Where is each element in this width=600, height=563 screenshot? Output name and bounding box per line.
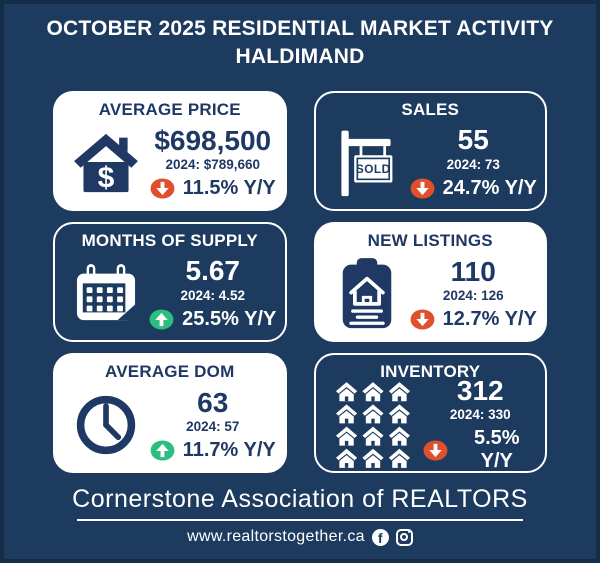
card-sales: SALES SOLD 55 2024: 73 [313, 91, 547, 211]
sold-sign-icon: SOLD [323, 127, 409, 198]
header: OCTOBER 2025 RESIDENTIAL MARKET ACTIVITY… [4, 4, 596, 71]
metric-change: 5.5% Y/Y [473, 427, 520, 473]
down-arrow-icon [410, 309, 435, 330]
card-average-dom: AVERAGE DOM 63 2024: 57 11.7% Y/Y [53, 353, 287, 473]
svg-text:$: $ [98, 161, 115, 194]
metric-value: 63 [197, 386, 229, 418]
metric-cards-grid: AVERAGE PRICE $ $698,500 2024: $789,660 … [53, 91, 547, 473]
page-subtitle: HALDIMAND [235, 45, 365, 68]
metric-change: 24.7% Y/Y [442, 176, 537, 199]
down-arrow-icon [423, 440, 448, 461]
up-arrow-icon [149, 309, 174, 330]
houses-grid-icon [323, 381, 423, 468]
card-title: AVERAGE PRICE [98, 100, 241, 119]
card-title: AVERAGE DOM [105, 362, 235, 381]
organization-name: Cornerstone Association of REALTORS [72, 485, 528, 513]
metric-prior-year: 2024: 4.52 [180, 287, 246, 303]
card-inventory: INVENTORY 3 [313, 353, 547, 473]
up-arrow-icon [150, 440, 175, 461]
calendar-icon [63, 263, 149, 324]
metric-value: 312 [456, 374, 504, 406]
card-title: MONTHS OF SUPPLY [81, 230, 258, 250]
clock-icon [63, 393, 149, 457]
card-average-price: AVERAGE PRICE $ $698,500 2024: $789,660 … [53, 91, 287, 211]
metric-change: 11.5% Y/Y [182, 177, 276, 200]
card-title: NEW LISTINGS [367, 231, 493, 250]
down-arrow-icon [410, 178, 435, 199]
down-arrow-icon [150, 178, 175, 199]
metric-value: 5.67 [185, 255, 241, 287]
card-months-of-supply: MONTHS OF SUPPLY [53, 222, 287, 342]
card-new-listings: NEW LISTINGS 110 2024: 126 [313, 222, 547, 342]
metric-value: 110 [450, 255, 496, 287]
card-title: SALES [401, 99, 460, 119]
metric-prior-year: 2024: 57 [186, 419, 240, 435]
instagram-icon [395, 528, 413, 546]
svg-text:SOLD: SOLD [356, 162, 391, 176]
metric-value: 55 [457, 124, 489, 156]
website-url: www.realtorstogether.ca [187, 528, 365, 545]
metric-value: $698,500 [154, 124, 272, 156]
metric-prior-year: 2024: 126 [442, 288, 504, 304]
metric-change: 12.7% Y/Y [442, 308, 537, 331]
metric-change: 25.5% Y/Y [182, 307, 277, 330]
metric-change: 11.7% Y/Y [182, 439, 276, 462]
metric-prior-year: 2024: 330 [449, 407, 511, 423]
page-title: OCTOBER 2025 RESIDENTIAL MARKET ACTIVITY [46, 17, 554, 40]
house-dollar-icon: $ [63, 132, 149, 194]
footer: Cornerstone Association of REALTORS www.… [4, 484, 596, 546]
metric-prior-year: 2024: 73 [446, 156, 500, 172]
clipboard-house-icon [324, 257, 410, 331]
card-title: INVENTORY [380, 361, 481, 381]
footer-divider [77, 519, 523, 521]
facebook-icon: f [371, 528, 389, 546]
metric-prior-year: 2024: $789,660 [165, 157, 261, 173]
